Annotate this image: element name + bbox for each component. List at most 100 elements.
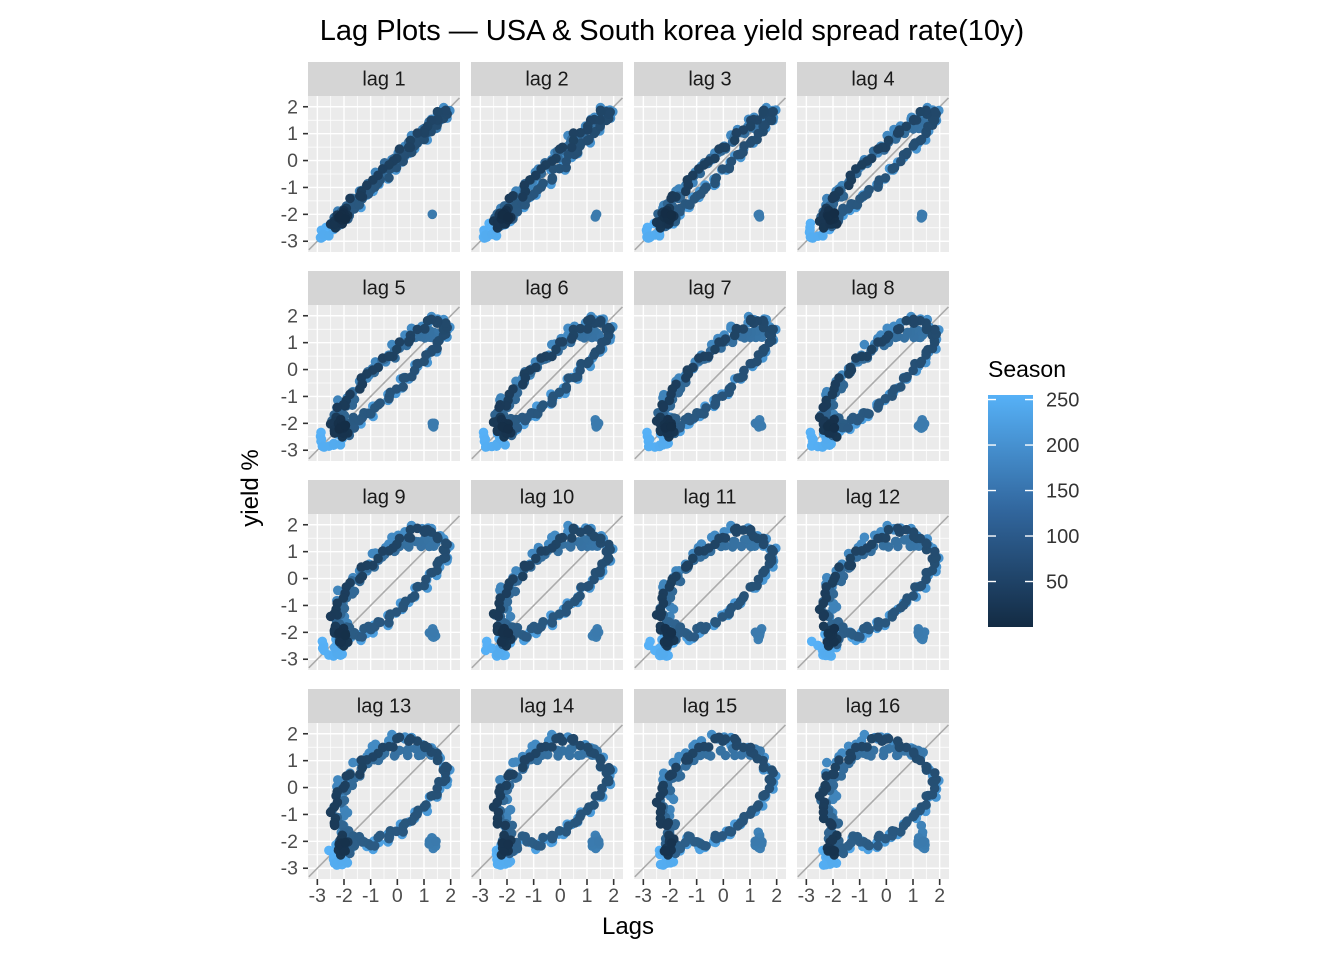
legend-tick-label: 150 — [1046, 481, 1079, 503]
x-tick-label: -3 — [472, 885, 489, 907]
point — [880, 618, 891, 628]
point — [915, 106, 926, 117]
point — [908, 527, 919, 537]
point — [429, 418, 439, 429]
x-tick-label: -3 — [798, 885, 815, 907]
point — [750, 836, 760, 847]
point — [899, 535, 910, 545]
point — [767, 765, 777, 775]
point — [332, 402, 342, 413]
point — [432, 106, 443, 117]
point — [573, 750, 584, 761]
point — [591, 209, 602, 220]
facet-strip-label: lag 6 — [525, 278, 568, 300]
point — [370, 841, 380, 851]
point — [851, 353, 861, 363]
facet-strip-label: lag 3 — [688, 69, 731, 91]
points-layer — [478, 102, 618, 243]
point — [883, 524, 894, 535]
point — [892, 736, 903, 746]
point — [745, 121, 756, 132]
point — [851, 164, 861, 174]
point — [701, 622, 711, 632]
point — [916, 418, 926, 429]
facet-strip-label: lag 10 — [520, 487, 575, 509]
point — [427, 209, 438, 220]
point — [503, 628, 514, 638]
point — [317, 643, 328, 654]
y-tick-label: 0 — [287, 150, 298, 172]
facet-panel — [634, 305, 786, 461]
point — [355, 574, 365, 584]
point — [736, 541, 747, 552]
y-tick-label: -1 — [281, 386, 298, 408]
point — [504, 193, 515, 204]
points-layer — [651, 729, 781, 870]
point — [566, 734, 577, 744]
facet-panel — [308, 305, 460, 461]
point — [362, 180, 372, 191]
point — [419, 740, 430, 751]
facet-strip — [634, 62, 786, 96]
point — [694, 742, 704, 753]
y-tick-label: 0 — [287, 777, 298, 799]
x-tick-label: -3 — [635, 885, 652, 907]
facet-strip-label: lag 13 — [357, 696, 412, 718]
facet-panel — [634, 514, 786, 670]
point — [584, 580, 594, 591]
x-tick-label: 0 — [718, 885, 729, 907]
facet-grid: lag 1 lag 2 lag 3 lag 4 lag 5 lag 6 lag 7 lag 8… — [308, 62, 949, 879]
point — [547, 173, 558, 183]
point — [758, 106, 768, 117]
point — [855, 632, 865, 642]
facet-lag-8: lag 8 — [797, 271, 949, 461]
point — [582, 324, 593, 334]
point — [827, 193, 838, 204]
point — [681, 755, 691, 765]
point — [729, 733, 740, 744]
point — [694, 164, 704, 174]
facet-panel — [634, 723, 786, 879]
legend-tick-label: 50 — [1046, 572, 1068, 594]
point — [658, 402, 669, 413]
facet-lag-2: lag 2 — [471, 62, 623, 252]
point — [551, 733, 561, 744]
point — [384, 173, 394, 183]
point — [666, 210, 677, 220]
point — [582, 125, 593, 135]
point — [412, 324, 423, 335]
point — [394, 337, 405, 347]
point — [604, 322, 614, 333]
legend-tick-label: 200 — [1046, 435, 1079, 457]
facet-strip — [634, 689, 786, 723]
y-tick-label: -2 — [281, 413, 298, 435]
point — [754, 209, 764, 220]
points-layer — [642, 311, 781, 452]
y-axis-title: yield % — [237, 449, 264, 526]
chart-title: Lag Plots — USA & South korea yield spre… — [320, 15, 1024, 47]
point — [664, 395, 675, 406]
point — [500, 440, 510, 450]
point — [494, 402, 504, 413]
point — [729, 135, 740, 146]
point — [879, 746, 889, 756]
point — [750, 418, 761, 429]
point — [864, 840, 874, 851]
point — [892, 523, 903, 534]
x-tick-label: -3 — [309, 885, 326, 907]
facet-panel — [797, 96, 949, 252]
point — [428, 627, 439, 638]
facet-lag-4: lag 4 — [797, 62, 949, 252]
y-tick-label: 1 — [287, 541, 298, 563]
facet-lag-16: lag 16 — [797, 689, 949, 879]
point — [538, 617, 548, 627]
y-tick-label: -3 — [281, 649, 298, 671]
point — [843, 423, 854, 433]
point — [538, 832, 548, 843]
point — [716, 745, 726, 756]
facet-strip-label: lag 16 — [846, 696, 901, 718]
point — [726, 382, 737, 392]
facet-lag-1: lag 1 — [308, 62, 460, 252]
facet-strip-label: lag 1 — [362, 69, 405, 91]
